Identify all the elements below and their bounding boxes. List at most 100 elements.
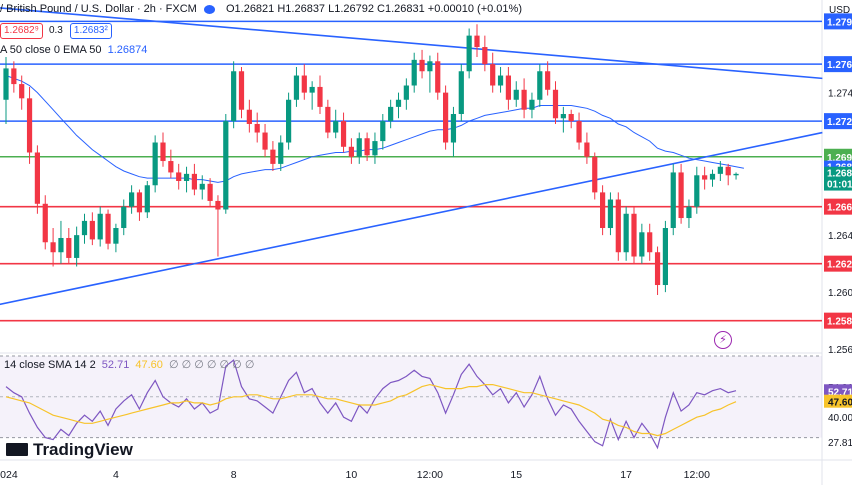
rsi-value-tag	[824, 384, 852, 398]
visibility-eye-icon[interactable]	[203, 4, 215, 14]
candle-body-6	[50, 242, 56, 253]
level-label-4: 1.266	[827, 203, 852, 214]
rsi-legend[interactable]: 14 close SMA 14 2 52.71 47.60 ∅ ∅ ∅ ∅ ∅ …	[4, 358, 254, 371]
price-axis-label: USD	[829, 5, 850, 16]
candle-body-18	[144, 185, 150, 213]
trendline-1	[0, 131, 823, 306]
rsi-sma-line	[5, 383, 737, 437]
candle-body-66	[521, 89, 527, 110]
candle-body-93	[733, 173, 739, 176]
rsi-legend-label: 14 close SMA 14 2	[4, 359, 96, 371]
level-label-0: 1.279	[827, 17, 852, 28]
rsi-tick-4: 27.81	[828, 438, 852, 449]
ohlc-readout: O1.26821 H1.26837 L1.26792 C1.26831 +0.0…	[225, 3, 522, 15]
candle-body-86	[678, 172, 684, 219]
candle-body-54	[427, 61, 433, 72]
time-tick-2: 8	[231, 469, 237, 481]
candle-body-80	[631, 213, 637, 257]
time-tick-3: 10	[346, 469, 358, 481]
candle-body-63	[497, 75, 504, 86]
candle-body-88	[694, 175, 700, 207]
candle-body-34	[270, 149, 276, 164]
candle-body-15	[121, 206, 127, 229]
tradingview-logo[interactable]: TradingView	[6, 440, 133, 460]
level-label-3: 1.269	[827, 153, 852, 164]
level-tag-1	[824, 56, 852, 73]
candle-body-62	[490, 64, 496, 86]
candle-body-46	[364, 138, 370, 156]
candle-body-91	[717, 166, 723, 174]
rsi-tick-3: 40.00	[828, 413, 852, 424]
candle-body-55	[435, 61, 441, 93]
candle-body-12	[97, 213, 103, 240]
ema-legend-label: A 50 close 0 EMA 50	[0, 44, 102, 56]
candle-body-83	[654, 252, 661, 286]
candle-body-60	[474, 35, 480, 48]
level-tag-6	[824, 312, 852, 329]
price-tick-4: 1.2560	[828, 345, 852, 356]
ask-price[interactable]: 1.2683²	[69, 23, 112, 39]
rsi-tick-2: 47.60	[828, 398, 852, 409]
candle-body-47	[372, 141, 378, 156]
ema-legend-value: 1.26874	[107, 44, 148, 56]
candle-body-3	[26, 98, 33, 153]
rsi-legend-value: 52.71	[101, 359, 130, 371]
candle-body-48	[380, 121, 386, 142]
candle-body-13	[105, 213, 111, 244]
quote-row: 1.2682⁹ 0.3 1.2683²	[0, 23, 115, 39]
candle-body-30	[238, 71, 245, 110]
candle-body-49	[388, 106, 394, 122]
candle-body-92	[725, 166, 731, 176]
candle-body-89	[702, 175, 708, 180]
time-tick-5: 15	[510, 469, 522, 481]
level-label-6: 1.258	[827, 317, 852, 328]
candle-body-77	[607, 199, 614, 229]
candle-body-31	[246, 109, 252, 124]
candle-body-72	[568, 114, 574, 122]
candle-body-24	[191, 173, 197, 190]
candle-body-37	[293, 75, 300, 100]
candle-body-2	[19, 84, 25, 99]
price-tick-2: 1.2640	[828, 231, 852, 242]
candle-body-17	[136, 192, 143, 213]
candle-body-51	[403, 85, 409, 100]
candle-body-0	[3, 68, 9, 100]
candle-body-75	[592, 156, 598, 193]
logo-text: TradingView	[33, 440, 133, 459]
symbol-title[interactable]: / British Pound / U.S. Dollar · 2h · FXC…	[0, 3, 197, 15]
price-label-tag-1	[824, 166, 852, 180]
candle-body-43	[340, 121, 347, 147]
candle-body-90	[709, 173, 716, 180]
candle-body-7	[58, 237, 64, 253]
bid-price[interactable]: 1.2682⁹	[0, 23, 43, 39]
candles-group	[3, 24, 739, 295]
candle-body-42	[333, 121, 339, 133]
time-tick-4: 12:00	[417, 469, 443, 481]
price-tick-3: 1.2600	[828, 288, 852, 299]
candle-body-68	[537, 71, 543, 100]
candle-body-61	[482, 47, 488, 65]
candle-body-26	[207, 183, 213, 201]
candle-body-1	[11, 68, 17, 85]
candle-body-22	[176, 172, 182, 181]
ema-legend[interactable]: A 50 close 0 EMA 50 1.26874	[0, 44, 147, 56]
candle-body-44	[348, 146, 354, 157]
time-tick-0: 2024	[0, 469, 18, 481]
candle-body-82	[647, 232, 653, 253]
ema50-line	[5, 75, 744, 183]
candle-body-84	[662, 228, 668, 286]
candle-body-67	[529, 99, 535, 110]
candle-body-23	[183, 173, 190, 181]
candle-body-58	[458, 71, 464, 115]
lightning-icon[interactable]: ⚡	[714, 331, 732, 349]
candle-body-20	[160, 142, 166, 162]
rsi-line	[5, 359, 737, 450]
level-tag-5	[824, 255, 852, 272]
price-label-tag-2	[824, 177, 852, 191]
rsi-tick-1: 52.71	[828, 387, 852, 398]
candle-body-64	[505, 75, 511, 100]
candle-body-69	[545, 71, 551, 90]
candle-body-45	[356, 138, 362, 157]
